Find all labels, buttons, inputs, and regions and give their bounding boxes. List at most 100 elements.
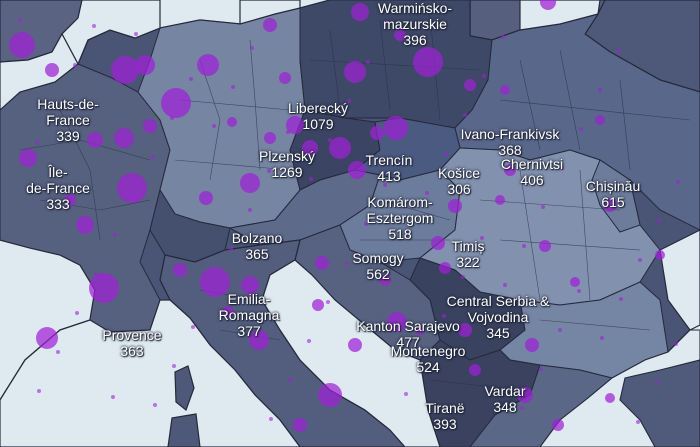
case-bubble[interactable] (312, 299, 324, 311)
case-bubble[interactable] (655, 250, 665, 260)
case-bubble[interactable] (384, 116, 408, 140)
region-label[interactable]: Hauts-de- France 339 (37, 96, 98, 144)
region-value: 1079 (302, 116, 334, 132)
case-bubble[interactable] (469, 364, 481, 376)
case-bubble[interactable] (76, 216, 94, 234)
region-label[interactable]: Kanton Sarajevo 477 (356, 318, 460, 350)
case-bubble[interactable] (329, 137, 351, 159)
case-bubble[interactable] (500, 85, 510, 95)
case-bubble[interactable] (45, 63, 59, 77)
region-label[interactable]: Provence 363 (102, 327, 161, 359)
case-bubble[interactable] (197, 54, 219, 76)
region-label[interactable]: Trencín 413 (366, 152, 413, 184)
case-bubble[interactable] (249, 330, 269, 350)
region-label[interactable]: Plzenský 1269 (259, 148, 315, 180)
case-bubble[interactable] (302, 140, 318, 156)
case-bubble[interactable] (241, 276, 259, 294)
small-case-dot (385, 21, 389, 25)
small-case-dot (674, 342, 678, 346)
case-bubble[interactable] (264, 132, 276, 144)
case-bubble[interactable] (348, 338, 362, 352)
case-bubble[interactable] (318, 383, 342, 407)
case-bubble[interactable] (540, 0, 556, 10)
case-bubble[interactable] (135, 55, 155, 75)
case-bubble[interactable] (394, 29, 406, 41)
case-bubble[interactable] (64, 194, 76, 206)
case-bubble[interactable] (552, 419, 564, 431)
case-bubble[interactable] (570, 277, 580, 287)
case-bubble[interactable] (603, 198, 617, 212)
small-case-dot (423, 353, 427, 357)
case-bubble[interactable] (539, 240, 551, 252)
case-bubble[interactable] (293, 418, 307, 432)
region-label[interactable]: Central Serbia & Vojvodina 345 (447, 293, 550, 341)
region-label[interactable]: Komárom- Esztergom 518 (367, 194, 434, 242)
case-bubble[interactable] (173, 263, 187, 277)
case-bubble[interactable] (370, 126, 384, 140)
case-bubble[interactable] (315, 256, 329, 270)
case-bubble[interactable] (525, 338, 539, 352)
region-label[interactable]: Tiranë 393 (425, 400, 464, 432)
small-case-dot (577, 289, 581, 293)
case-bubble[interactable] (379, 274, 391, 286)
case-bubble[interactable] (595, 115, 605, 125)
case-bubble[interactable] (263, 18, 277, 32)
region-label[interactable]: Chernivtsi 406 (501, 156, 563, 188)
case-bubble[interactable] (117, 173, 147, 203)
region-label[interactable]: Chișinău 615 (586, 178, 640, 210)
region-value: 562 (366, 266, 390, 282)
case-bubble[interactable] (351, 3, 369, 21)
case-bubble[interactable] (415, 325, 425, 335)
case-bubble[interactable] (36, 327, 58, 349)
small-case-dot (248, 208, 252, 212)
case-bubble[interactable] (348, 161, 366, 179)
case-bubble[interactable] (19, 149, 37, 167)
case-bubble[interactable] (344, 61, 366, 83)
small-case-dot (326, 300, 330, 304)
case-bubble[interactable] (464, 79, 476, 91)
case-bubble[interactable] (439, 262, 451, 274)
case-bubble[interactable] (87, 132, 103, 148)
case-bubble[interactable] (495, 195, 505, 205)
case-bubble[interactable] (605, 393, 615, 403)
region-label[interactable]: Vardar 348 (485, 383, 526, 415)
region-label[interactable]: Timiș 322 (452, 238, 485, 270)
small-case-dot (501, 35, 505, 39)
small-case-dot (170, 116, 174, 120)
region-label[interactable]: Emilia- Romagna 377 (219, 291, 280, 339)
case-bubble[interactable] (222, 306, 234, 318)
case-bubble[interactable] (199, 191, 213, 205)
case-bubble[interactable] (413, 47, 443, 77)
case-bubble[interactable] (279, 72, 291, 84)
case-bubble[interactable] (114, 128, 134, 148)
case-bubble[interactable] (9, 32, 35, 58)
region-label[interactable]: Ivano-Frankivsk 368 (461, 126, 560, 158)
case-bubble[interactable] (89, 273, 119, 303)
region-value: 339 (56, 128, 80, 144)
case-bubble[interactable] (517, 387, 533, 403)
region-name-line: Timiș (451, 238, 485, 254)
case-bubble[interactable] (504, 164, 516, 176)
case-bubble[interactable] (161, 88, 191, 118)
small-case-dot (636, 420, 640, 424)
case-bubble[interactable] (286, 116, 304, 134)
case-bubble[interactable] (143, 119, 157, 133)
region-label[interactable]: Montenegro 524 (391, 343, 466, 375)
case-bubble[interactable] (448, 199, 462, 213)
case-bubble[interactable] (227, 117, 237, 127)
region-label[interactable]: Košice 306 (438, 165, 480, 197)
region-label[interactable]: Somogy 562 (352, 250, 403, 282)
region-label[interactable]: Bolzano 365 (232, 230, 283, 262)
case-bubble[interactable] (458, 323, 472, 337)
case-bubble[interactable] (200, 267, 230, 297)
case-bubble[interactable] (387, 312, 407, 332)
case-bubble[interactable] (431, 236, 445, 250)
case-bubble[interactable] (240, 173, 260, 193)
small-case-dot (35, 141, 39, 145)
region-label[interactable]: Île-de-France 333 (26, 164, 90, 212)
region-label[interactable]: Warmińsko-mazurskie 396 (378, 0, 452, 48)
small-case-dot (617, 49, 621, 53)
region-label[interactable]: Liberecký 1079 (288, 100, 348, 132)
case-bubble[interactable] (111, 56, 139, 84)
